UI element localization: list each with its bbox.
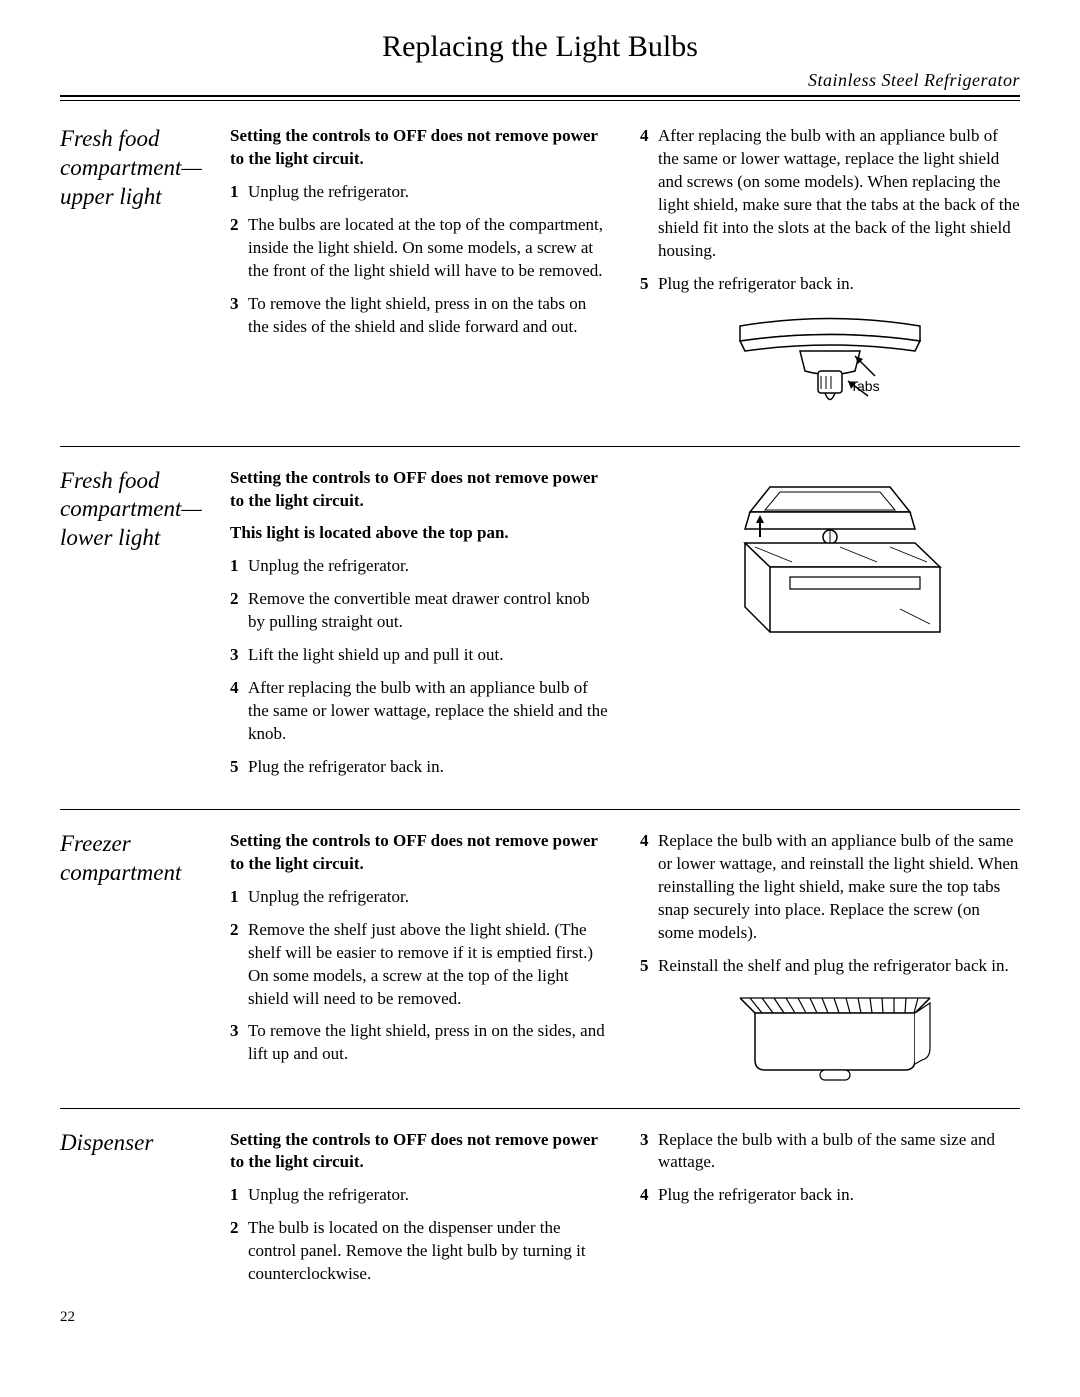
- column-left: Setting the controls to OFF does not rem…: [230, 1129, 610, 1297]
- column-right: Replace the bulb with a bulb of the same…: [640, 1129, 1020, 1297]
- step-item: Replace the bulb with an appliance bulb …: [640, 830, 1020, 945]
- section-label: Freezer compartment: [60, 830, 230, 1088]
- step-list: Unplug the refrigerator. Remove the shel…: [230, 886, 610, 1067]
- warning-note: Setting the controls to OFF does not rem…: [230, 467, 610, 513]
- step-item: To remove the light shield, press in on …: [230, 293, 610, 339]
- section-body: Setting the controls to OFF does not rem…: [230, 467, 1020, 789]
- column-right: After replacing the bulb with an applian…: [640, 125, 1020, 426]
- step-item: Plug the refrigerator back in.: [230, 756, 610, 779]
- illustration-lower-drawer: [640, 477, 1020, 667]
- section-divider: [60, 446, 1020, 447]
- section-body: Setting the controls to OFF does not rem…: [230, 1129, 1020, 1297]
- step-list: Unplug the refrigerator. Remove the conv…: [230, 555, 610, 779]
- page-title: Replacing the Light Bulbs: [60, 30, 1020, 64]
- tabs-label: Tabs: [850, 378, 880, 394]
- warning-note: Setting the controls to OFF does not rem…: [230, 830, 610, 876]
- warning-note: Setting the controls to OFF does not rem…: [230, 1129, 610, 1175]
- location-note: This light is located above the top pan.: [230, 522, 610, 545]
- step-item: After replacing the bulb with an applian…: [230, 677, 610, 746]
- column-right: [640, 467, 1020, 789]
- column-left: Setting the controls to OFF does not rem…: [230, 125, 610, 426]
- step-item: After replacing the bulb with an applian…: [640, 125, 1020, 263]
- step-list: Unplug the refrigerator. The bulb is loc…: [230, 1184, 610, 1286]
- section-lower-light: Fresh food compartment—lower light Setti…: [60, 467, 1020, 789]
- column-right: Replace the bulb with an appliance bulb …: [640, 830, 1020, 1088]
- step-list: Replace the bulb with a bulb of the same…: [640, 1129, 1020, 1208]
- step-list: Unplug the refrigerator. The bulbs are l…: [230, 181, 610, 339]
- section-label: Fresh food compartment—lower light: [60, 467, 230, 789]
- step-list: Replace the bulb with an appliance bulb …: [640, 830, 1020, 978]
- step-item: Replace the bulb with a bulb of the same…: [640, 1129, 1020, 1175]
- section-dispenser: Dispenser Setting the controls to OFF do…: [60, 1129, 1020, 1297]
- section-label: Fresh food compartment—upper light: [60, 125, 230, 426]
- step-item: Plug the refrigerator back in.: [640, 273, 1020, 296]
- step-item: Remove the convertible meat drawer contr…: [230, 588, 610, 634]
- step-item: Unplug the refrigerator.: [230, 181, 610, 204]
- step-item: Reinstall the shelf and plug the refrige…: [640, 955, 1020, 978]
- warning-note: Setting the controls to OFF does not rem…: [230, 125, 610, 171]
- step-item: The bulb is located on the dispenser und…: [230, 1217, 610, 1286]
- section-divider: [60, 1108, 1020, 1109]
- section-label: Dispenser: [60, 1129, 230, 1297]
- section-body: Setting the controls to OFF does not rem…: [230, 830, 1020, 1088]
- step-item: Unplug the refrigerator.: [230, 1184, 610, 1207]
- section-freezer: Freezer compartment Setting the controls…: [60, 830, 1020, 1088]
- section-body: Setting the controls to OFF does not rem…: [230, 125, 1020, 426]
- document-page: Replacing the Light Bulbs Stainless Stee…: [0, 0, 1080, 1346]
- illustration-upper-shield: Tabs: [640, 306, 1020, 426]
- step-item: Plug the refrigerator back in.: [640, 1184, 1020, 1207]
- step-item: Lift the light shield up and pull it out…: [230, 644, 610, 667]
- step-item: Unplug the refrigerator.: [230, 555, 610, 578]
- illustration-freezer-shield: [640, 988, 1020, 1088]
- page-number: 22: [60, 1309, 75, 1326]
- section-upper-light: Fresh food compartment—upper light Setti…: [60, 125, 1020, 426]
- step-item: Remove the shelf just above the light sh…: [230, 919, 610, 1011]
- step-list: After replacing the bulb with an applian…: [640, 125, 1020, 296]
- step-item: The bulbs are located at the top of the …: [230, 214, 610, 283]
- section-divider: [60, 809, 1020, 810]
- column-left: Setting the controls to OFF does not rem…: [230, 830, 610, 1088]
- step-item: To remove the light shield, press in on …: [230, 1020, 610, 1066]
- page-subtitle: Stainless Steel Refrigerator: [60, 70, 1020, 91]
- column-left: Setting the controls to OFF does not rem…: [230, 467, 610, 789]
- title-rule: [60, 95, 1020, 101]
- step-item: Unplug the refrigerator.: [230, 886, 610, 909]
